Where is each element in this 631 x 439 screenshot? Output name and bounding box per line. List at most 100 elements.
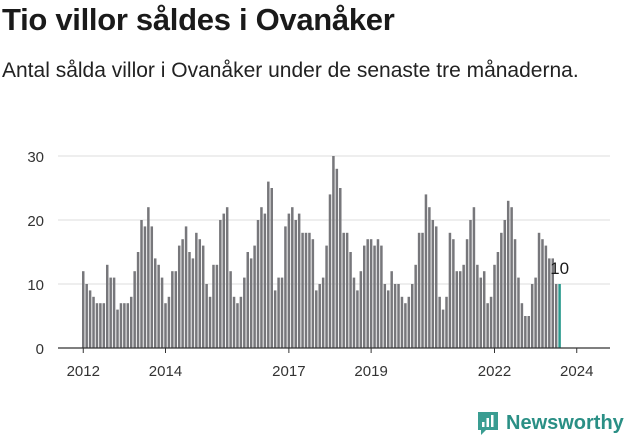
- bar: [373, 245, 376, 348]
- bar: [510, 207, 513, 348]
- bar: [147, 207, 150, 348]
- bar: [311, 239, 315, 348]
- bar: [105, 264, 109, 348]
- bar: [116, 309, 119, 348]
- bar: [85, 284, 88, 348]
- bar: [308, 232, 311, 348]
- bar: [232, 296, 236, 348]
- bar: [267, 181, 270, 348]
- bar: [304, 232, 308, 348]
- bar: [469, 220, 472, 348]
- bar: [387, 290, 390, 348]
- bar: [177, 245, 181, 348]
- x-tick-label: 2012: [67, 363, 100, 380]
- newsworthy-logo-icon: [478, 412, 498, 435]
- bar: [534, 277, 537, 348]
- chart-title: Tio villor såldes i Ovanåker: [2, 2, 395, 37]
- bar: [417, 232, 421, 348]
- bar: [195, 232, 198, 348]
- bar: [438, 296, 441, 348]
- bar: [95, 303, 99, 348]
- bar: [198, 239, 202, 348]
- bar: [280, 277, 284, 348]
- bar: [496, 252, 500, 348]
- bar: [486, 303, 489, 348]
- bar: [157, 264, 160, 348]
- bar: [225, 207, 229, 348]
- bar: [390, 271, 393, 348]
- bar: [482, 271, 486, 348]
- bar: [126, 303, 130, 348]
- bar: [393, 284, 397, 348]
- bar: [239, 296, 243, 348]
- bar: [414, 264, 417, 348]
- bar: [112, 277, 116, 348]
- bar: [397, 284, 400, 348]
- bar: [171, 271, 174, 348]
- bar: [191, 258, 195, 348]
- bar: [301, 232, 304, 348]
- bar: [167, 296, 171, 348]
- bar: [404, 303, 407, 348]
- bar: [236, 303, 239, 348]
- bar: [527, 316, 531, 348]
- bar: [249, 258, 253, 348]
- bar: [153, 258, 157, 348]
- bar: [410, 284, 414, 348]
- bar: [164, 303, 167, 348]
- bar: [476, 264, 479, 348]
- bar: [256, 220, 260, 348]
- bar: [462, 264, 465, 348]
- bar: [554, 284, 558, 348]
- bar: [140, 220, 143, 348]
- bar: [448, 232, 452, 348]
- bar: [530, 284, 534, 348]
- bar: [109, 277, 112, 348]
- bar: [184, 226, 188, 348]
- bar: [212, 264, 215, 348]
- bar: [229, 271, 232, 348]
- bar: [421, 232, 424, 348]
- bar: [246, 252, 249, 348]
- bar: [345, 232, 349, 348]
- bar: [123, 303, 126, 348]
- data-label-last: 10: [550, 259, 569, 278]
- bar: [339, 188, 342, 348]
- bar: [472, 207, 476, 348]
- bar: [321, 277, 325, 348]
- bar: [82, 271, 85, 348]
- bar: [400, 296, 404, 348]
- bar: [465, 239, 469, 348]
- x-tick-label: 2019: [354, 363, 387, 380]
- bar: [380, 245, 383, 348]
- bar: [524, 316, 527, 348]
- bar: [356, 290, 359, 348]
- bar: [92, 296, 95, 348]
- bar: [428, 207, 431, 348]
- bar: [434, 226, 438, 348]
- bar: [445, 296, 448, 348]
- bar: [383, 284, 387, 348]
- bar: [493, 264, 496, 348]
- bar: [119, 303, 123, 348]
- bar: [537, 232, 541, 348]
- bar: [452, 239, 455, 348]
- bar: [294, 220, 297, 348]
- brand-logo: Newsworthy: [476, 408, 624, 438]
- bar: [479, 277, 483, 348]
- x-tick-label: 2022: [478, 363, 511, 380]
- x-tick-label: 2017: [272, 363, 305, 380]
- bar: [342, 232, 345, 348]
- bar: [349, 252, 352, 348]
- bar: [500, 232, 503, 348]
- bar: [369, 239, 373, 348]
- bar: [201, 245, 205, 348]
- bar: [270, 188, 273, 348]
- bar: [205, 284, 208, 348]
- bar: [219, 220, 222, 348]
- bar: [548, 258, 551, 348]
- bar: [441, 309, 445, 348]
- bar: [284, 226, 287, 348]
- bar: [243, 277, 246, 348]
